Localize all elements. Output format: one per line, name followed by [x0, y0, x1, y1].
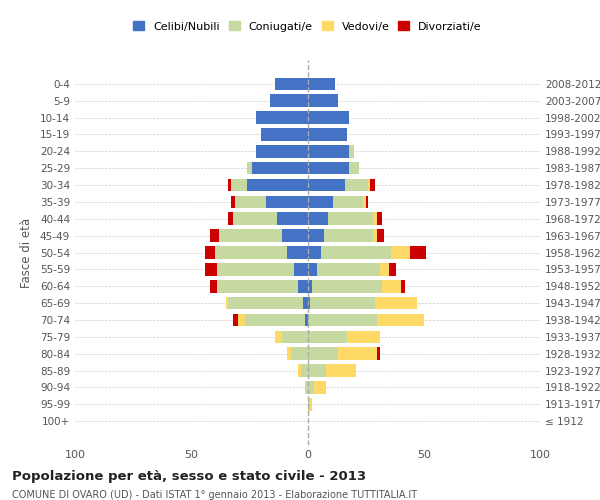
Bar	[333, 196, 364, 208]
Bar	[314, 381, 326, 394]
Bar	[271, 94, 308, 107]
Bar	[233, 212, 277, 225]
Bar	[308, 314, 377, 326]
Bar	[256, 111, 308, 124]
Bar	[219, 230, 282, 242]
Bar	[282, 230, 308, 242]
Bar	[308, 246, 322, 259]
Bar	[377, 348, 380, 360]
Bar	[275, 78, 308, 90]
Bar	[349, 162, 359, 174]
Bar	[308, 162, 349, 174]
Bar	[308, 196, 333, 208]
Bar	[210, 230, 219, 242]
Legend: Celibi/Nubili, Coniugati/e, Vedovi/e, Divorziati/e: Celibi/Nubili, Coniugati/e, Vedovi/e, Di…	[128, 16, 487, 37]
Bar	[303, 297, 308, 310]
Bar	[389, 263, 396, 276]
Bar	[308, 212, 328, 225]
Bar	[328, 212, 373, 225]
Bar	[291, 348, 308, 360]
Bar	[308, 94, 338, 107]
Bar	[312, 280, 382, 292]
Bar	[215, 246, 287, 259]
Bar	[247, 162, 252, 174]
Bar	[382, 280, 401, 292]
Bar	[298, 364, 301, 377]
Bar	[287, 246, 308, 259]
Bar	[365, 196, 368, 208]
Bar	[229, 178, 231, 192]
Bar	[308, 398, 310, 410]
Bar	[261, 128, 308, 141]
Bar	[370, 178, 375, 192]
Bar	[377, 212, 382, 225]
Bar	[375, 297, 417, 310]
Bar	[308, 364, 326, 377]
Bar	[229, 212, 233, 225]
Bar	[217, 280, 298, 292]
Bar	[347, 330, 380, 343]
Bar	[233, 314, 238, 326]
Bar	[391, 246, 410, 259]
Bar	[373, 212, 377, 225]
Bar	[226, 297, 229, 310]
Bar	[308, 330, 347, 343]
Bar	[308, 178, 344, 192]
Bar	[210, 280, 217, 292]
Bar	[344, 178, 368, 192]
Bar	[308, 348, 338, 360]
Bar	[305, 381, 308, 394]
Bar	[245, 314, 305, 326]
Bar	[235, 196, 266, 208]
Bar	[326, 364, 356, 377]
Bar	[275, 330, 282, 343]
Bar	[308, 297, 310, 310]
Bar	[377, 314, 424, 326]
Bar	[308, 230, 324, 242]
Bar	[364, 196, 365, 208]
Bar	[247, 178, 308, 192]
Bar	[308, 263, 317, 276]
Bar	[324, 230, 373, 242]
Bar	[308, 381, 314, 394]
Bar	[401, 280, 405, 292]
Bar	[231, 178, 247, 192]
Bar	[310, 398, 312, 410]
Bar	[266, 196, 308, 208]
Bar	[308, 145, 349, 158]
Bar	[205, 246, 215, 259]
Bar	[252, 162, 308, 174]
Bar	[298, 280, 308, 292]
Bar	[317, 263, 380, 276]
Bar	[231, 196, 235, 208]
Bar	[368, 178, 370, 192]
Bar	[310, 297, 375, 310]
Bar	[287, 348, 291, 360]
Text: Popolazione per età, sesso e stato civile - 2013: Popolazione per età, sesso e stato civil…	[12, 470, 366, 483]
Bar	[301, 364, 308, 377]
Text: COMUNE DI OVARO (UD) - Dati ISTAT 1° gennaio 2013 - Elaborazione TUTTITALIA.IT: COMUNE DI OVARO (UD) - Dati ISTAT 1° gen…	[12, 490, 417, 500]
Bar	[256, 145, 308, 158]
Bar	[229, 297, 303, 310]
Bar	[338, 348, 377, 360]
Y-axis label: Fasce di età: Fasce di età	[20, 218, 33, 288]
Bar	[380, 263, 389, 276]
Bar	[238, 314, 245, 326]
Bar	[349, 145, 354, 158]
Bar	[308, 78, 335, 90]
Bar	[217, 263, 293, 276]
Bar	[308, 280, 312, 292]
Bar	[377, 230, 384, 242]
Bar	[373, 230, 377, 242]
Bar	[205, 263, 217, 276]
Bar	[293, 263, 308, 276]
Bar	[308, 128, 347, 141]
Bar	[410, 246, 426, 259]
Bar	[308, 111, 349, 124]
Bar	[277, 212, 308, 225]
Bar	[305, 314, 308, 326]
Bar	[322, 246, 391, 259]
Bar	[282, 330, 308, 343]
